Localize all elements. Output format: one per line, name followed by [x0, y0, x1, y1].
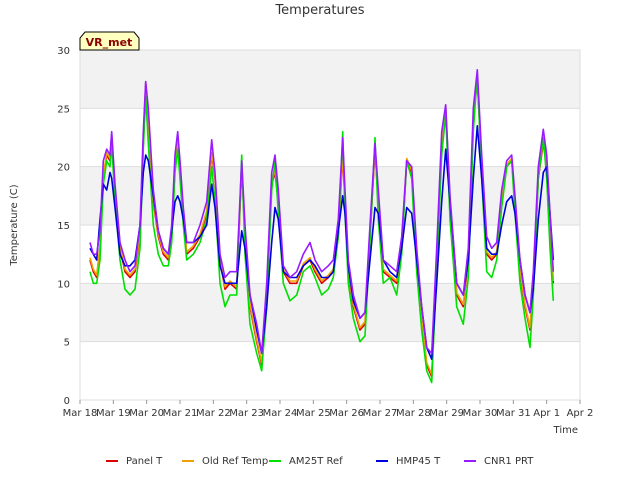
x-tick-label: Mar 26 — [329, 408, 364, 419]
background-band — [80, 50, 580, 109]
legend-label: Panel T — [126, 456, 163, 467]
station-tag: VR_met — [79, 31, 140, 51]
legend: Panel T Old Ref Temp AM25T Ref HMP45 T CNR1 … — [106, 456, 534, 467]
chart-title: Temperatures — [274, 3, 364, 18]
series-line — [89, 125, 555, 360]
background-bands — [80, 50, 580, 342]
y-axis-label: Temperature (C) — [9, 184, 20, 266]
y-tick-label: 20 — [57, 163, 70, 174]
y-tick-label: 5 — [64, 338, 70, 349]
y-tick-label: 30 — [57, 46, 70, 57]
y-tick-label: 0 — [64, 396, 70, 407]
x-tick-label: Mar 27 — [363, 408, 398, 419]
x-tick-label: Mar 28 — [396, 408, 431, 419]
legend-label: CNR1 PRT — [484, 456, 534, 467]
x-tick-label: Mar 19 — [96, 408, 131, 419]
x-tick-label: Mar 20 — [129, 408, 164, 419]
legend-label: HMP45 T — [396, 456, 441, 467]
x-tick-label: Mar 24 — [263, 408, 298, 419]
x-tick-label: Apr 1 — [533, 408, 560, 419]
x-tick-label: Mar 31 — [496, 408, 531, 419]
x-tick-label: Mar 25 — [296, 408, 331, 419]
series-lines — [89, 69, 555, 384]
y-tick-label: 10 — [57, 279, 70, 290]
x-tick-label: Mar 18 — [63, 408, 98, 419]
station-tag-box — [79, 31, 140, 51]
x-axis-label: Time — [553, 425, 578, 436]
y-tick-label: 25 — [57, 104, 70, 115]
x-tick-label: Mar 21 — [163, 408, 198, 419]
y-tick-label: 15 — [57, 221, 70, 232]
x-tick-label: Apr 2 — [567, 408, 594, 419]
plot-area-frame — [79, 49, 581, 401]
series-line — [89, 69, 555, 355]
y-axis-ticks: 0 5 10 15 20 25 30 — [57, 46, 70, 407]
x-tick-label: Mar 22 — [196, 408, 231, 419]
background-band — [80, 166, 580, 225]
x-tick-label: Mar 30 — [463, 408, 498, 419]
station-tag-label: VR_met — [86, 36, 133, 49]
x-tick-label: Mar 29 — [429, 408, 464, 419]
x-tick-label: Mar 23 — [229, 408, 264, 419]
legend-label: AM25T Ref — [289, 456, 343, 467]
legend-label: Old Ref Temp — [202, 456, 268, 467]
background-band — [80, 283, 580, 342]
